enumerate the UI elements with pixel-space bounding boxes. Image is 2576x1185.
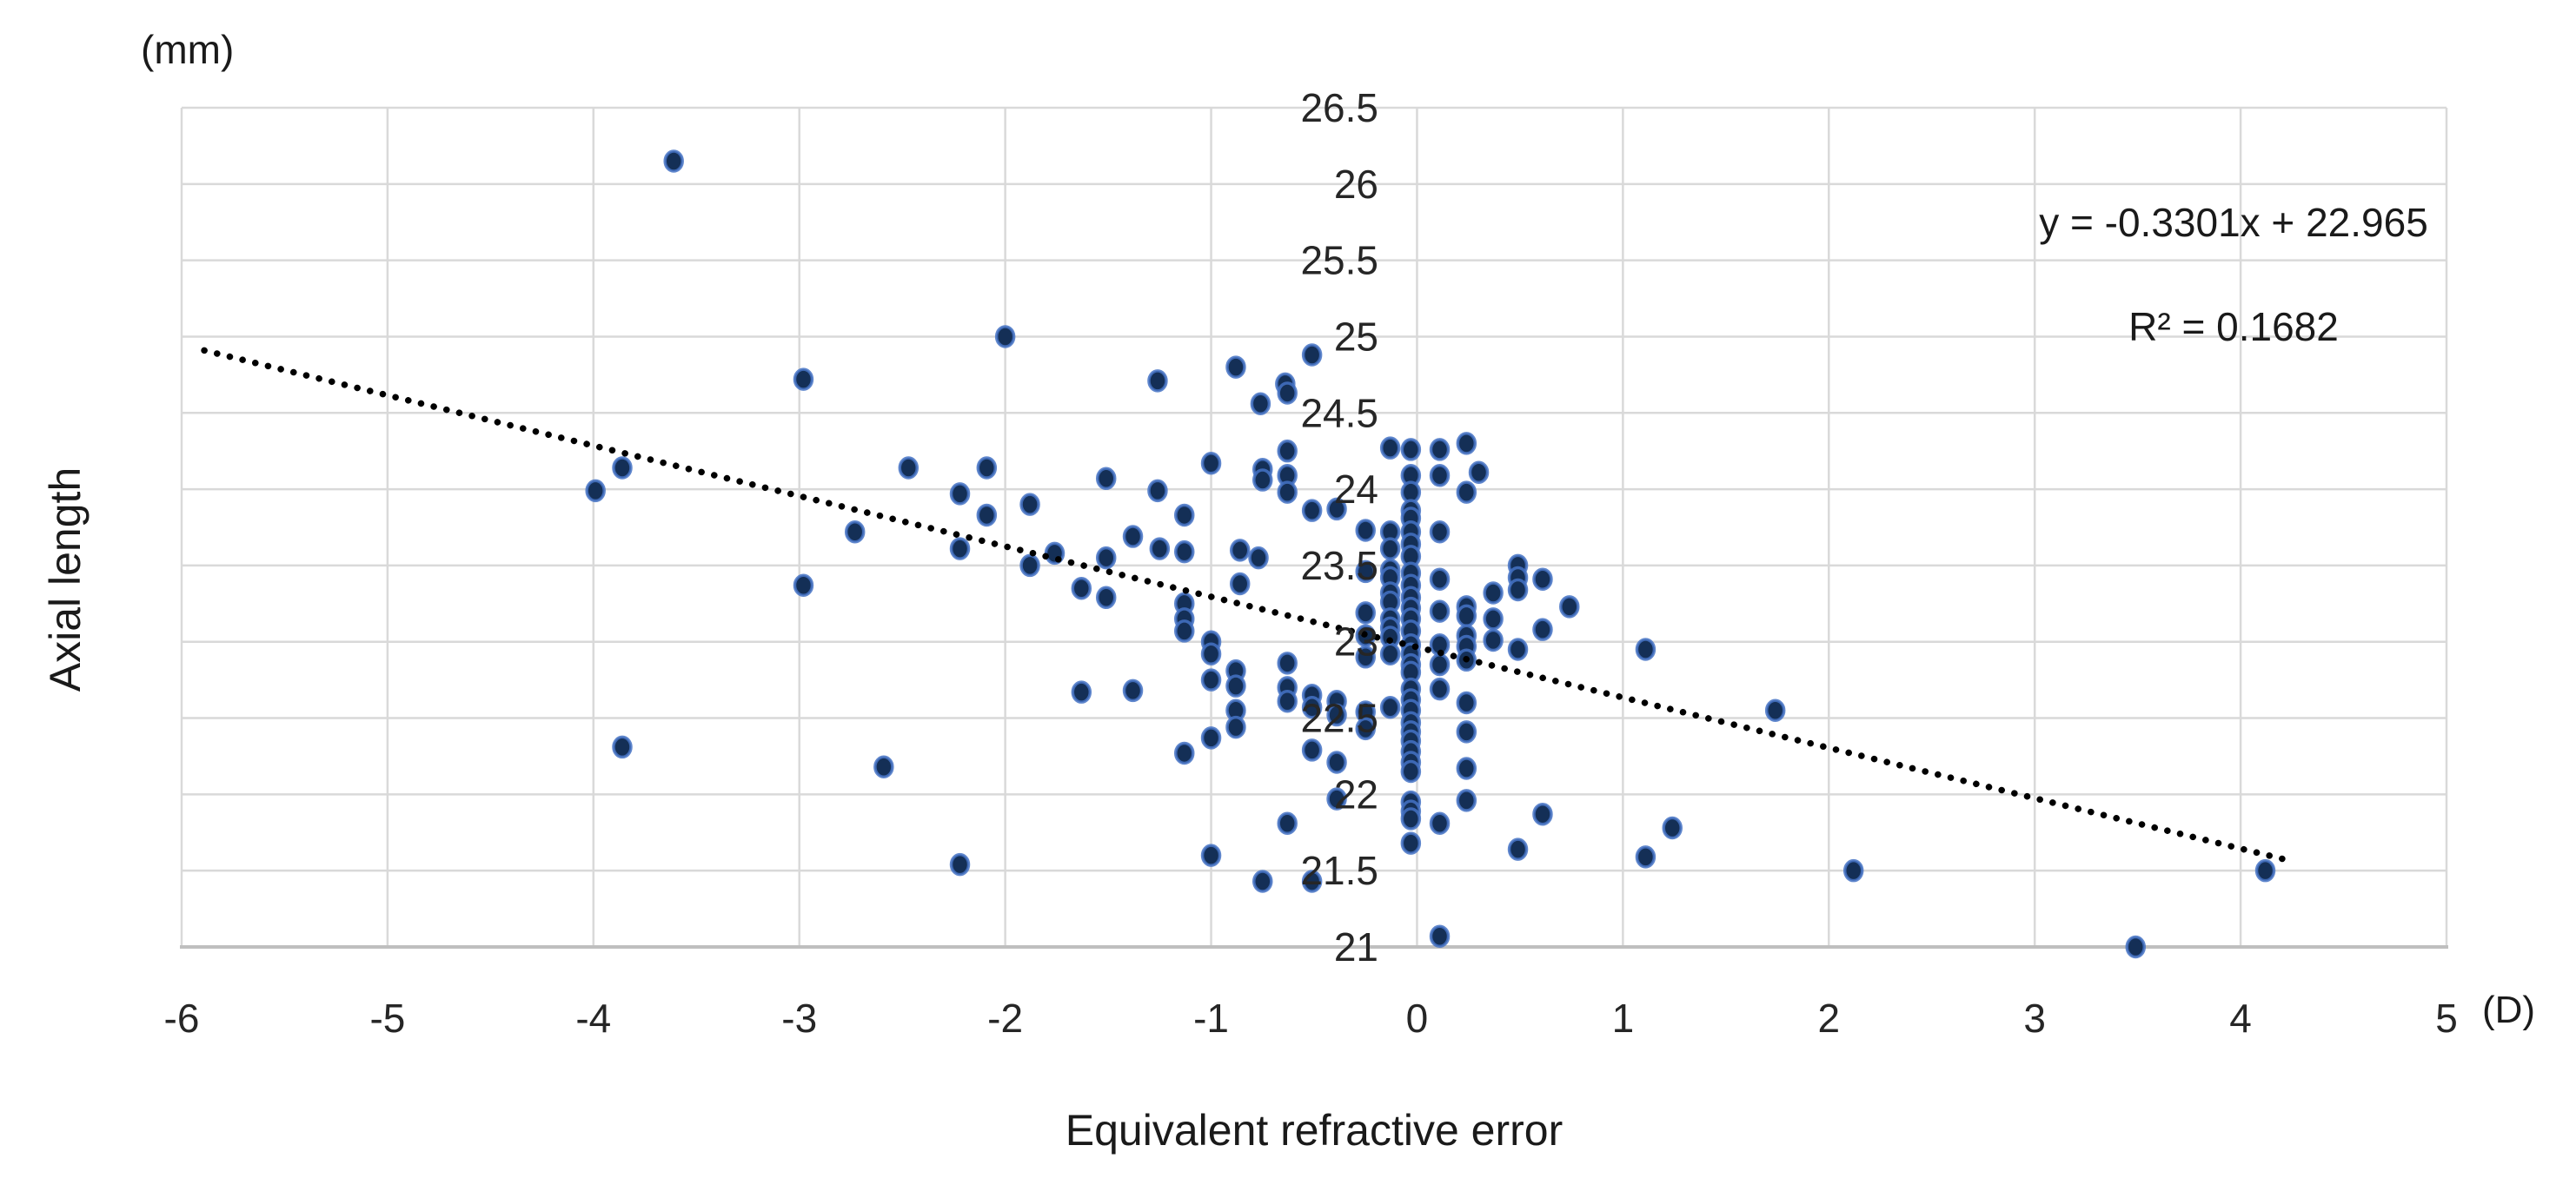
svg-text:0: 0 — [1406, 996, 1429, 1041]
svg-text:-3: -3 — [781, 996, 817, 1041]
x-axis-title: Equivalent refractive error — [1065, 1106, 1564, 1155]
svg-text:22.5: 22.5 — [1300, 696, 1378, 741]
trendline-dotted — [201, 347, 2294, 864]
y-axis-unit-label: (mm) — [141, 27, 235, 72]
y-axis-title: Axial length — [41, 467, 90, 692]
svg-text:-5: -5 — [369, 996, 405, 1041]
svg-text:3: 3 — [2023, 996, 2046, 1041]
svg-text:-4: -4 — [575, 996, 611, 1041]
svg-text:22: 22 — [1334, 771, 1378, 817]
svg-text:26.5: 26.5 — [1300, 85, 1378, 130]
svg-text:21: 21 — [1334, 924, 1378, 970]
trendline-equation: y = -0.3301x + 22.965 R² = 0.1682 — [1973, 170, 2494, 379]
svg-text:4: 4 — [2229, 996, 2252, 1041]
svg-text:25: 25 — [1334, 314, 1378, 359]
svg-text:-2: -2 — [987, 996, 1023, 1041]
svg-text:23: 23 — [1334, 619, 1378, 665]
svg-text:5: 5 — [2435, 996, 2458, 1041]
r-squared-line: R² = 0.1682 — [2128, 304, 2339, 349]
svg-text:24: 24 — [1334, 467, 1378, 512]
svg-text:-6: -6 — [164, 996, 200, 1041]
svg-text:24.5: 24.5 — [1300, 390, 1378, 435]
svg-text:23.5: 23.5 — [1300, 543, 1378, 588]
svg-text:26: 26 — [1334, 162, 1378, 207]
svg-text:-1: -1 — [1193, 996, 1229, 1041]
equation-line: y = -0.3301x + 22.965 — [2039, 200, 2428, 245]
gridlines — [180, 106, 2448, 949]
svg-text:21.5: 21.5 — [1300, 848, 1378, 893]
scatter-points — [585, 149, 2276, 959]
svg-text:25.5: 25.5 — [1300, 238, 1378, 283]
svg-text:1: 1 — [1612, 996, 1635, 1041]
x-axis-unit-label: (D) — [2482, 989, 2536, 1031]
svg-text:2: 2 — [1817, 996, 1840, 1041]
